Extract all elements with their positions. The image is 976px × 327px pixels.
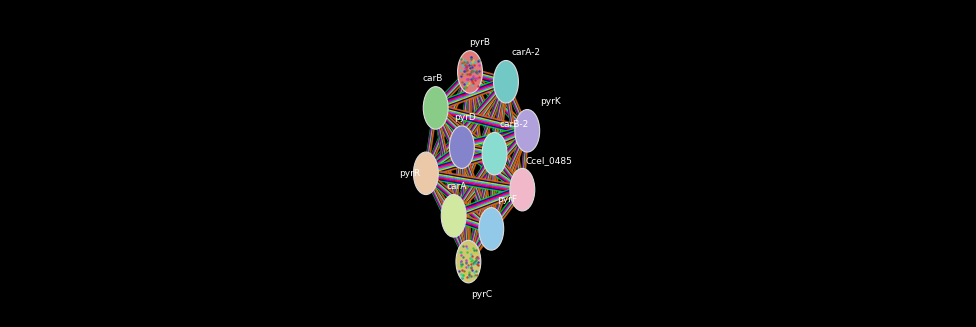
Ellipse shape (482, 132, 507, 175)
Ellipse shape (449, 126, 474, 168)
Ellipse shape (441, 195, 467, 237)
Text: pyrC: pyrC (470, 290, 492, 299)
Ellipse shape (458, 51, 482, 93)
Text: Ccel_0485: Ccel_0485 (525, 156, 572, 165)
Ellipse shape (456, 240, 481, 283)
Ellipse shape (414, 152, 438, 195)
Text: pyrD: pyrD (454, 113, 476, 122)
Text: pyrB: pyrB (469, 38, 490, 47)
Ellipse shape (509, 168, 535, 211)
Text: carA: carA (447, 182, 468, 191)
Text: pyrR: pyrR (399, 169, 420, 178)
Text: carB: carB (423, 74, 442, 83)
Text: pyrF: pyrF (498, 195, 517, 204)
Ellipse shape (514, 110, 540, 152)
Text: carB-2: carB-2 (500, 120, 529, 129)
Text: pyrK: pyrK (540, 97, 560, 106)
Text: carA-2: carA-2 (511, 48, 540, 57)
Ellipse shape (479, 208, 504, 250)
Ellipse shape (494, 60, 518, 103)
Ellipse shape (424, 87, 448, 129)
